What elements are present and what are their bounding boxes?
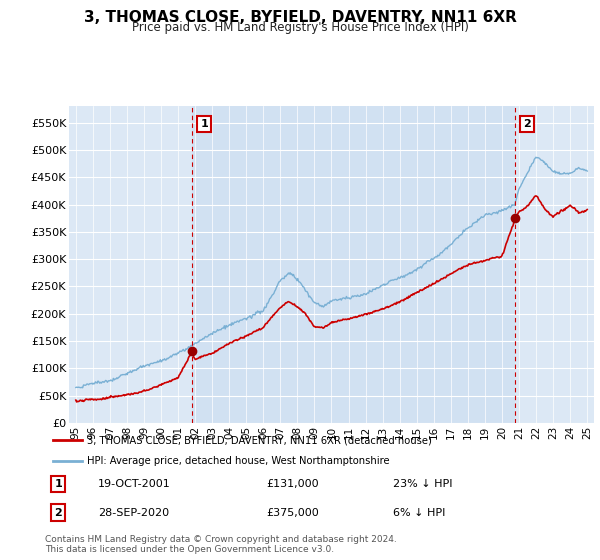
Text: 6% ↓ HPI: 6% ↓ HPI: [394, 507, 446, 517]
Bar: [192, 106, 515, 423]
Text: Price paid vs. HM Land Registry's House Price Index (HPI): Price paid vs. HM Land Registry's House …: [131, 21, 469, 34]
Text: 2: 2: [523, 119, 531, 129]
Text: £375,000: £375,000: [267, 507, 320, 517]
Text: 3, THOMAS CLOSE, BYFIELD, DAVENTRY, NN11 6XR (detached house): 3, THOMAS CLOSE, BYFIELD, DAVENTRY, NN11…: [87, 435, 432, 445]
Text: 23% ↓ HPI: 23% ↓ HPI: [394, 479, 453, 489]
Text: £131,000: £131,000: [267, 479, 319, 489]
Text: Contains HM Land Registry data © Crown copyright and database right 2024.
This d: Contains HM Land Registry data © Crown c…: [45, 535, 397, 554]
Text: 1: 1: [200, 119, 208, 129]
Text: 28-SEP-2020: 28-SEP-2020: [98, 507, 169, 517]
Text: 19-OCT-2001: 19-OCT-2001: [98, 479, 170, 489]
Text: HPI: Average price, detached house, West Northamptonshire: HPI: Average price, detached house, West…: [87, 456, 390, 466]
Text: 2: 2: [55, 507, 62, 517]
Text: 3, THOMAS CLOSE, BYFIELD, DAVENTRY, NN11 6XR: 3, THOMAS CLOSE, BYFIELD, DAVENTRY, NN11…: [83, 10, 517, 25]
Text: 1: 1: [55, 479, 62, 489]
